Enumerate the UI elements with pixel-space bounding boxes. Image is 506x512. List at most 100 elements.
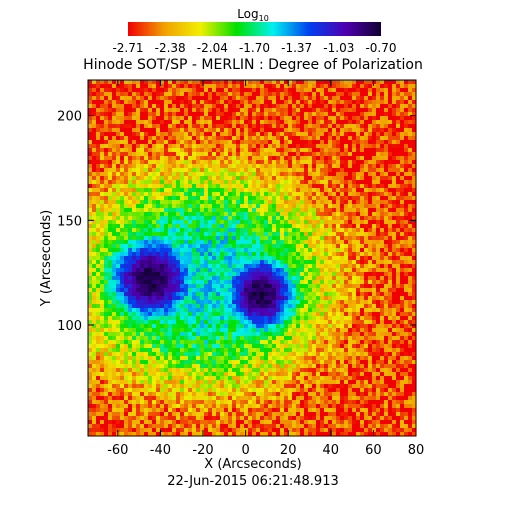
heatmap-cell — [324, 180, 328, 184]
heatmap-cell — [184, 216, 188, 220]
heatmap-cell — [204, 100, 208, 104]
heatmap-cell — [360, 128, 364, 132]
heatmap-cell — [244, 180, 248, 184]
heatmap-cell — [408, 176, 412, 180]
heatmap-cell — [184, 148, 188, 152]
heatmap-cell — [92, 276, 96, 280]
heatmap-cell — [344, 168, 348, 172]
heatmap-cell — [264, 320, 268, 324]
heatmap-cell — [96, 256, 100, 260]
heatmap-cell — [316, 276, 320, 280]
heatmap-cell — [252, 212, 256, 216]
heatmap-cell — [260, 264, 264, 268]
heatmap-cell — [268, 312, 272, 316]
heatmap-cell — [348, 204, 352, 208]
heatmap-cell — [348, 164, 352, 168]
heatmap-cell — [100, 160, 104, 164]
heatmap-cell — [220, 220, 224, 224]
heatmap-cell — [236, 132, 240, 136]
heatmap-cell — [292, 168, 296, 172]
heatmap-cell — [184, 288, 188, 292]
heatmap-cell — [300, 180, 304, 184]
heatmap-cell — [160, 88, 164, 92]
heatmap-cell — [236, 312, 240, 316]
heatmap-cell — [108, 104, 112, 108]
heatmap-cell — [256, 136, 260, 140]
heatmap-cell — [280, 176, 284, 180]
heatmap-cell — [244, 168, 248, 172]
heatmap-cell — [268, 280, 272, 284]
heatmap-cell — [208, 232, 212, 236]
heatmap-cell — [128, 216, 132, 220]
heatmap-cell — [172, 232, 176, 236]
heatmap-cell — [236, 256, 240, 260]
heatmap-cell — [360, 140, 364, 144]
heatmap-cell — [136, 248, 140, 252]
heatmap-cell — [264, 156, 268, 160]
heatmap-cell — [128, 108, 132, 112]
heatmap-cell — [264, 292, 268, 296]
heatmap-cell — [312, 156, 316, 160]
heatmap-cell — [92, 292, 96, 296]
heatmap-cell — [348, 264, 352, 268]
heatmap-cell — [360, 256, 364, 260]
heatmap-cell — [300, 300, 304, 304]
heatmap-cell — [264, 148, 268, 152]
heatmap-cell — [304, 208, 308, 212]
heatmap-cell — [164, 316, 168, 320]
heatmap-cell — [144, 308, 148, 312]
heatmap-cell — [392, 188, 396, 192]
heatmap-cell — [336, 224, 340, 228]
heatmap-cell — [356, 292, 360, 296]
heatmap-cell — [180, 228, 184, 232]
heatmap-cell — [156, 148, 160, 152]
heatmap-cell — [164, 104, 168, 108]
heatmap-cell — [132, 128, 136, 132]
heatmap-cell — [112, 168, 116, 172]
heatmap-cell — [216, 176, 220, 180]
heatmap-cell — [300, 268, 304, 272]
heatmap-cell — [388, 260, 392, 264]
heatmap-cell — [392, 288, 396, 292]
heatmap-cell — [256, 312, 260, 316]
heatmap-cell — [404, 136, 408, 140]
heatmap-cell — [256, 84, 260, 88]
heatmap-cell — [232, 216, 236, 220]
heatmap-cell — [88, 164, 92, 168]
heatmap-cell — [104, 240, 108, 244]
heatmap-cell — [340, 268, 344, 272]
heatmap-cell — [136, 196, 140, 200]
heatmap-cell — [92, 200, 96, 204]
heatmap-cell — [120, 96, 124, 100]
heatmap-cell — [308, 124, 312, 128]
heatmap-cell — [200, 184, 204, 188]
heatmap-cell — [196, 288, 200, 292]
heatmap-cell — [284, 268, 288, 272]
heatmap-cell — [132, 108, 136, 112]
heatmap-cell — [188, 124, 192, 128]
heatmap-cell — [212, 168, 216, 172]
heatmap-cell — [144, 312, 148, 316]
heatmap-cell — [332, 140, 336, 144]
heatmap-cell — [288, 216, 292, 220]
heatmap-cell — [328, 220, 332, 224]
heatmap-cell — [412, 252, 416, 256]
heatmap-cell — [412, 136, 416, 140]
heatmap-cell — [136, 88, 140, 92]
heatmap-cell — [88, 144, 92, 148]
heatmap-cell — [244, 176, 248, 180]
heatmap-cell — [144, 168, 148, 172]
heatmap-cell — [288, 176, 292, 180]
heatmap-cell — [192, 284, 196, 288]
heatmap-cell — [164, 92, 168, 96]
heatmap-cell — [288, 184, 292, 188]
heatmap-cell — [200, 172, 204, 176]
heatmap-cell — [256, 232, 260, 236]
heatmap-cell — [388, 308, 392, 312]
heatmap-cell — [400, 248, 404, 252]
heatmap-cell — [352, 92, 356, 96]
heatmap-cell — [404, 220, 408, 224]
heatmap-cell — [228, 284, 232, 288]
heatmap-cell — [112, 220, 116, 224]
heatmap-cell — [404, 288, 408, 292]
